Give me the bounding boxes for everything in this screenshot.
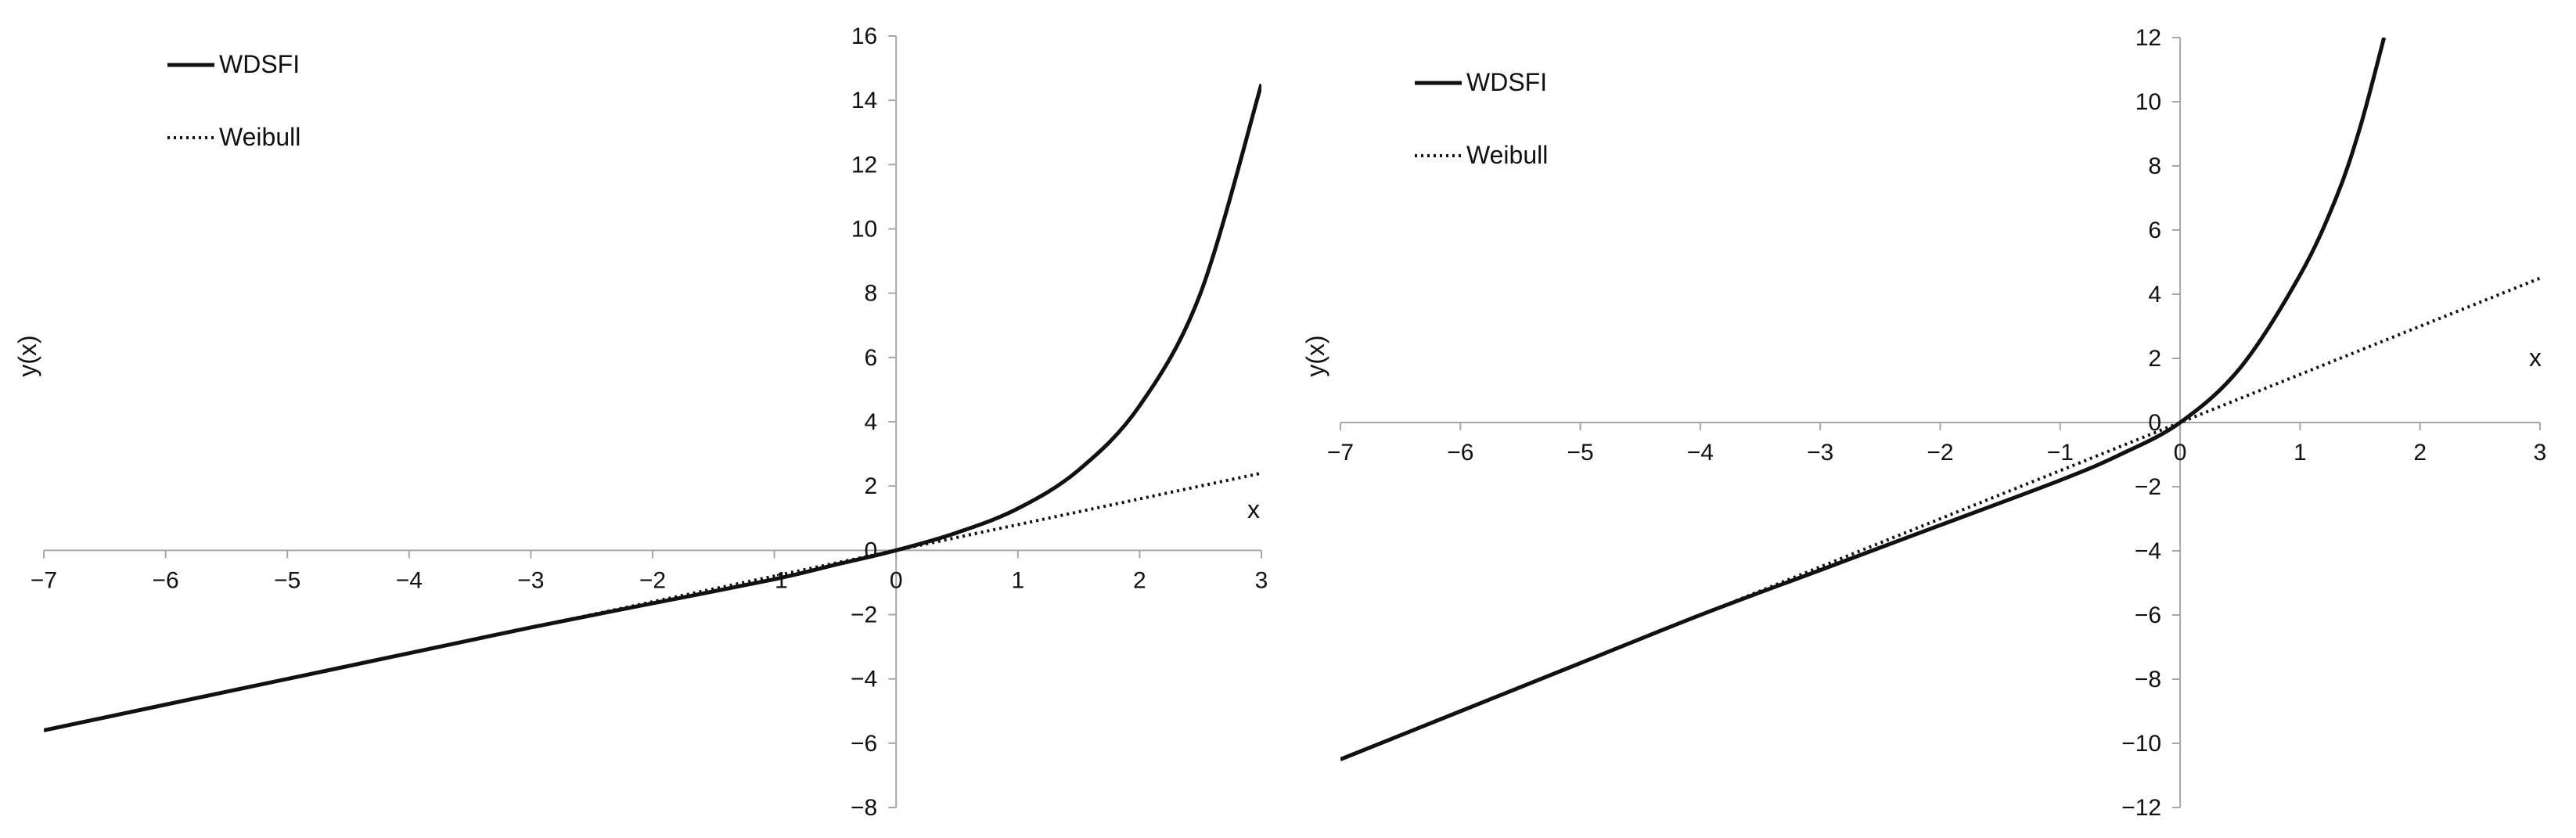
- y-tick-label: 6: [865, 345, 878, 371]
- y-tick-label: −10: [2121, 731, 2161, 757]
- x-tick-label: 2: [1133, 567, 1146, 593]
- y-tick-label: 10: [851, 217, 877, 243]
- x-tick-label: −5: [274, 567, 300, 593]
- x-tick-label: −6: [1447, 440, 1473, 466]
- chart-panel-2: −7 −6 −5 −4 −3 −2 −1 0 1 2 3−12−10−8−6−4−202468101…: [1301, 25, 2546, 821]
- y-tick-label: −8: [2135, 667, 2161, 692]
- y-tick-label: −8: [851, 795, 877, 821]
- x-tick-label: −5: [1567, 440, 1593, 466]
- x-tick-label: 3: [2534, 440, 2547, 466]
- legend-label-wdsfi: WDSFI: [1466, 68, 1547, 96]
- x-tick-label: −3: [517, 567, 544, 593]
- y-tick-label: 4: [865, 409, 878, 435]
- y-tick-label: −4: [2135, 538, 2161, 564]
- y-tick-label: 2: [2148, 346, 2161, 372]
- y-tick-label: 0: [865, 538, 878, 563]
- x-tick-label: −7: [1327, 440, 1354, 466]
- y-tick-label: −2: [851, 602, 877, 628]
- legend-label-wdsfi: WDSFI: [219, 50, 300, 78]
- x-axis-title: x: [2529, 343, 2542, 372]
- y-tick-label: 10: [2135, 89, 2161, 115]
- y-tick-label: 14: [851, 88, 877, 113]
- y-tick-label: −6: [2135, 602, 2161, 628]
- x-tick-label: −7: [31, 567, 57, 593]
- x-tick-label: 0: [890, 567, 903, 593]
- y-tick-label: 2: [865, 473, 878, 499]
- y-tick-label: −6: [851, 731, 877, 757]
- x-tick-label: −2: [639, 567, 666, 593]
- x-axis-title: x: [1247, 495, 1260, 523]
- x-tick-label: −4: [396, 567, 423, 593]
- y-tick-label: −2: [2135, 474, 2161, 500]
- y-tick-label: 12: [2135, 25, 2161, 51]
- x-tick-label: 3: [1255, 567, 1268, 593]
- chart-panel-1: −7 −6 −5 −4 −3 −2 −1 0 1 2 3−8−6−4−20246810121416W…: [13, 23, 1268, 821]
- y-tick-label: 6: [2148, 218, 2161, 243]
- y-axis-title: y(x): [13, 335, 41, 376]
- x-tick-label: −1: [2047, 440, 2074, 466]
- x-tick-label: −4: [1687, 440, 1714, 466]
- x-tick-label: −6: [152, 567, 178, 593]
- x-tick-label: 1: [2294, 440, 2307, 466]
- y-tick-label: 16: [851, 23, 877, 49]
- legend-label-weibull: Weibull: [219, 123, 300, 151]
- x-tick-label: −3: [1807, 440, 1833, 466]
- y-tick-label: −12: [2121, 795, 2161, 821]
- y-tick-label: 4: [2148, 282, 2161, 308]
- y-tick-label: 0: [2148, 410, 2161, 436]
- x-tick-label: 0: [2174, 440, 2187, 466]
- legend-label-weibull: Weibull: [1466, 141, 1548, 169]
- x-tick-label: −2: [1927, 440, 1953, 466]
- series-line-weibull: [44, 471, 1261, 732]
- y-axis-title: y(x): [1301, 335, 1329, 376]
- x-tick-label: 2: [2413, 440, 2427, 466]
- y-tick-label: 8: [865, 281, 878, 307]
- y-tick-label: −4: [851, 667, 877, 692]
- y-tick-label: 8: [2148, 153, 2161, 179]
- series-line-wdsfi: [44, 83, 1261, 732]
- y-tick-label: 12: [851, 152, 877, 178]
- series-line-weibull: [1340, 276, 2540, 761]
- x-tick-label: 1: [1011, 567, 1024, 593]
